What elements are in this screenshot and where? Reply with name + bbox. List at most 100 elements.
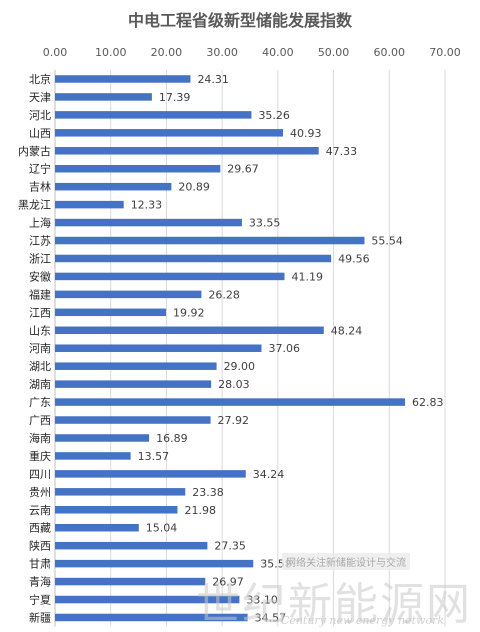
category-label: 上海 <box>29 216 51 230</box>
bar <box>55 129 284 137</box>
x-tick-label: 40.00 <box>262 46 294 59</box>
category-label: 甘肃 <box>29 558 51 571</box>
bar <box>55 326 324 335</box>
category-label: 广东 <box>29 396 51 409</box>
value-label: 29.67 <box>227 163 259 176</box>
value-label: 41.19 <box>291 270 323 283</box>
value-label: 48.24 <box>331 324 363 337</box>
value-label: 16.89 <box>156 432 188 445</box>
category-label: 青海 <box>29 575 51 589</box>
value-label: 37.06 <box>268 342 300 355</box>
bar <box>55 147 319 155</box>
x-tick-label: 20.00 <box>151 46 183 59</box>
chart-title: 中电工程省级新型储能发展指数 <box>128 11 353 30</box>
value-label: 13.57 <box>138 450 170 463</box>
bar <box>55 434 150 442</box>
category-label: 安徽 <box>29 269 51 283</box>
bar <box>55 559 254 568</box>
category-label: 四川 <box>29 468 51 481</box>
watermark-main: 世纪新能源网 <box>196 579 472 630</box>
bar <box>55 290 202 299</box>
value-label: 40.93 <box>290 127 322 140</box>
category-label: 新疆 <box>29 610 51 624</box>
category-label: 河北 <box>29 109 51 122</box>
x-tick-label: 60.00 <box>374 46 406 59</box>
bar <box>55 398 406 406</box>
value-label: 62.83 <box>412 396 444 409</box>
bar <box>55 595 240 604</box>
x-tick-label: 10.00 <box>95 46 127 59</box>
x-tick-label: 30.00 <box>206 46 238 59</box>
bar <box>55 470 246 478</box>
value-label: 19.92 <box>173 306 205 319</box>
bar <box>55 416 211 424</box>
category-label: 云南 <box>29 504 51 517</box>
value-label: 33.55 <box>249 217 281 230</box>
category-label: 江苏 <box>29 235 51 248</box>
value-label: 29.00 <box>224 360 256 373</box>
bar <box>55 182 172 191</box>
category-label: 宁夏 <box>29 593 51 607</box>
category-label: 海南 <box>29 431 51 445</box>
category-label: 福建 <box>29 287 51 301</box>
category-label: 西藏 <box>29 522 51 535</box>
category-label: 广西 <box>29 414 51 427</box>
value-label: 47.33 <box>326 145 358 158</box>
value-label: 26.28 <box>208 288 240 301</box>
value-label: 20.89 <box>178 181 210 194</box>
bar <box>55 272 285 281</box>
bar <box>55 218 242 227</box>
value-label: 33.10 <box>246 594 278 607</box>
bars <box>55 75 406 622</box>
watermark-english: Century new energy network <box>280 614 444 627</box>
category-label: 陕西 <box>29 539 51 553</box>
category-label: 浙江 <box>29 252 51 265</box>
value-label: 49.56 <box>338 252 370 265</box>
bar <box>55 93 152 101</box>
value-label: 12.33 <box>131 199 163 212</box>
category-label: 山东 <box>29 324 51 337</box>
bar <box>55 344 262 352</box>
bar <box>55 362 217 370</box>
bar <box>55 164 221 173</box>
bar <box>55 488 186 496</box>
x-tick-label: 70.00 <box>429 46 461 59</box>
bar <box>55 111 252 119</box>
bar <box>55 506 178 514</box>
category-label: 重庆 <box>29 449 51 463</box>
bar <box>55 236 365 245</box>
category-label: 山西 <box>29 127 51 140</box>
value-label: 28.03 <box>218 378 250 391</box>
bar <box>55 523 139 532</box>
x-tick-label: 0.00 <box>43 46 68 59</box>
value-label: 34.24 <box>253 468 285 481</box>
bar <box>55 200 124 209</box>
value-label: 24.31 <box>197 73 229 86</box>
value-label: 23.38 <box>192 486 224 499</box>
bar <box>55 577 206 586</box>
category-label: 湖北 <box>29 360 51 373</box>
value-label: 27.92 <box>218 414 250 427</box>
watermark-overlay: 网络关注新储能设计与交流 <box>282 553 410 570</box>
category-label: 北京 <box>29 72 51 86</box>
bar <box>55 452 131 460</box>
category-label: 内蒙古 <box>18 144 51 158</box>
x-axis-ticks: 0.00 10.00 20.00 30.00 40.00 50.00 60.00 70.00 <box>43 46 461 59</box>
category-labels: 北京天津河北山西内蒙古辽宁吉林黑龙江上海江苏浙江安徽福建江西山东河南湖北湖南广东… <box>18 72 51 624</box>
category-label: 黑龙江 <box>18 199 51 212</box>
category-label: 天津 <box>29 91 51 104</box>
value-label: 17.39 <box>159 91 191 104</box>
category-label: 江西 <box>29 306 51 319</box>
category-label: 吉林 <box>29 180 51 194</box>
value-label: 26.97 <box>212 576 244 589</box>
value-label: 27.35 <box>214 540 246 553</box>
value-label: 35.26 <box>258 109 290 122</box>
category-label: 河南 <box>29 342 51 355</box>
bar <box>55 613 248 622</box>
bar <box>55 541 208 550</box>
category-label: 辽宁 <box>29 162 51 176</box>
bar <box>55 75 191 83</box>
value-label: 15.04 <box>146 522 178 535</box>
